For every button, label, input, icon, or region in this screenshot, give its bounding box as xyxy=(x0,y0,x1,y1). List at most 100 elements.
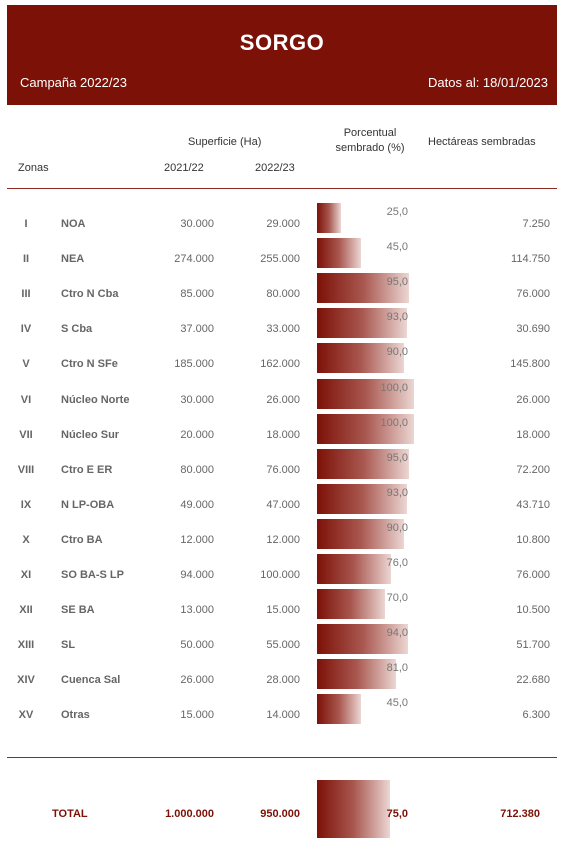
header-divider xyxy=(7,188,557,189)
table-row: IIICtro N Cba85.00080.00095,076.000 xyxy=(0,273,563,308)
zone-name: Ctro N Cba xyxy=(61,288,118,300)
table-row: XIIISL50.00055.00094,051.700 xyxy=(0,624,563,659)
surface-2022-23: 80.000 xyxy=(226,288,300,300)
pct-sown: 76,0 xyxy=(317,557,408,569)
zone-number: XIV xyxy=(0,674,52,686)
page-title: SORGO xyxy=(7,30,557,56)
zone-number: V xyxy=(0,358,52,370)
pct-sown: 90,0 xyxy=(317,522,408,534)
surface-2022-23: 255.000 xyxy=(226,253,300,265)
pct-sown: 95,0 xyxy=(317,276,408,288)
table-row: XIISE BA13.00015.00070,010.500 xyxy=(0,589,563,624)
hectares-sown: 10.800 xyxy=(440,534,550,546)
hectares-sown: 18.000 xyxy=(440,429,550,441)
surface-2022-23: 55.000 xyxy=(226,639,300,651)
table-row: IVS Cba37.00033.00093,030.690 xyxy=(0,308,563,343)
surface-2021-22: 49.000 xyxy=(140,499,214,511)
surface-2022-23: 15.000 xyxy=(226,604,300,616)
total-pct: 75,0 xyxy=(317,808,408,820)
campaign-label: Campaña 2022/23 xyxy=(20,75,127,90)
surface-2021-22: 30.000 xyxy=(140,218,214,230)
hectares-sown: 6.300 xyxy=(440,709,550,721)
table-row: XVOtras15.00014.00045,06.300 xyxy=(0,694,563,729)
zone-number: II xyxy=(0,253,52,265)
zone-number: XV xyxy=(0,709,52,721)
table-row: V Ctro N SFe 185.000 162.000 90,0 145.800 xyxy=(0,343,563,378)
table-row: INOA30.00029.00025,07.250 xyxy=(0,203,563,238)
surface-2022-23: 26.000 xyxy=(226,394,300,406)
table-row: VIINúcleo Sur20.00018.000100,018.000 xyxy=(0,414,563,449)
zone-name: Ctro N SFe xyxy=(61,358,118,370)
hectares-sown: 10.500 xyxy=(440,604,550,616)
zone-name: Cuenca Sal xyxy=(61,674,120,686)
surface-2022-23: 12.000 xyxy=(226,534,300,546)
surface-2021-22: 13.000 xyxy=(140,604,214,616)
surface-2021-22: 12.000 xyxy=(140,534,214,546)
zone-name: SL xyxy=(61,639,75,651)
header-banner: SORGO Campaña 2022/23 Datos al: 18/01/20… xyxy=(7,5,557,105)
zone-name: SE BA xyxy=(61,604,95,616)
zone-number: VII xyxy=(0,429,52,441)
pct-sown: 90,0 xyxy=(317,346,408,358)
surface-2022-23: 162.000 xyxy=(226,358,300,370)
zone-number: VIII xyxy=(0,464,52,476)
zone-name: Núcleo Norte xyxy=(61,394,129,406)
pct-header: Porcentual sembrado (%) xyxy=(330,126,410,156)
table-row: IINEA274.000255.00045,0114.750 xyxy=(0,238,563,273)
pct-sown: 25,0 xyxy=(317,206,408,218)
surface-2022-23: 29.000 xyxy=(226,218,300,230)
hectares-sown: 76.000 xyxy=(440,288,550,300)
zone-name: Otras xyxy=(61,709,90,721)
table-row: X Ctro BA 12.000 12.000 90,0 10.800 xyxy=(0,519,563,554)
zone-number: X xyxy=(0,534,52,546)
hectares-sown: 114.750 xyxy=(440,253,550,265)
table-row: XIVCuenca Sal26.00028.00081,022.680 xyxy=(0,659,563,694)
zone-number: XIII xyxy=(0,639,52,651)
surface-2022-23: 33.000 xyxy=(226,323,300,335)
hectares-sown: 22.680 xyxy=(440,674,550,686)
zone-name: Ctro E ER xyxy=(61,464,112,476)
zone-number: I xyxy=(0,218,52,230)
pct-sown: 45,0 xyxy=(317,697,408,709)
zone-number: VI xyxy=(0,394,52,406)
zone-name: SO BA-S LP xyxy=(61,569,124,581)
pct-header-line1: Porcentual xyxy=(330,126,410,141)
hectares-sown: 26.000 xyxy=(440,394,550,406)
surface-2021-22: 185.000 xyxy=(140,358,214,370)
total-2022-23: 950.000 xyxy=(226,808,300,820)
sown-header: Hectáreas sembradas xyxy=(428,136,536,148)
zone-name: NEA xyxy=(61,253,84,265)
zone-name: Ctro BA xyxy=(61,534,103,546)
pct-header-line2: sembrado (%) xyxy=(330,141,410,156)
total-row: TOTAL 1.000.000 950.000 75,0 712.380 xyxy=(0,780,563,840)
surface-2021-22: 274.000 xyxy=(140,253,214,265)
surface-2021-22: 50.000 xyxy=(140,639,214,651)
surface-2021-22: 15.000 xyxy=(140,709,214,721)
data-date: Datos al: 18/01/2023 xyxy=(428,75,548,90)
pct-sown: 93,0 xyxy=(317,311,408,323)
total-label: TOTAL xyxy=(52,808,88,820)
zone-name: N LP-OBA xyxy=(61,499,114,511)
surface-2022-23: 76.000 xyxy=(226,464,300,476)
pct-sown: 95,0 xyxy=(317,452,408,464)
hectares-sown: 145.800 xyxy=(440,358,550,370)
table-row: IXN LP-OBA49.00047.00093,043.710 xyxy=(0,484,563,519)
pct-sown: 100,0 xyxy=(317,417,408,429)
surface-header: Superficie (Ha) xyxy=(188,136,261,148)
pct-sown: 70,0 xyxy=(317,592,408,604)
table-row: VIIICtro E ER80.00076.00095,072.200 xyxy=(0,449,563,484)
surface-2021-22: 80.000 xyxy=(140,464,214,476)
zone-number: IV xyxy=(0,323,52,335)
hectares-sown: 7.250 xyxy=(440,218,550,230)
zones-header: Zonas xyxy=(18,162,49,174)
hectares-sown: 51.700 xyxy=(440,639,550,651)
zone-number: XI xyxy=(0,569,52,581)
pct-sown: 100,0 xyxy=(317,382,408,394)
zone-name: Núcleo Sur xyxy=(61,429,119,441)
year1-header: 2021/22 xyxy=(164,162,204,174)
zone-name: S Cba xyxy=(61,323,92,335)
hectares-sown: 43.710 xyxy=(440,499,550,511)
total-2021-22: 1.000.000 xyxy=(140,808,214,820)
surface-2021-22: 30.000 xyxy=(140,394,214,406)
zone-number: IX xyxy=(0,499,52,511)
